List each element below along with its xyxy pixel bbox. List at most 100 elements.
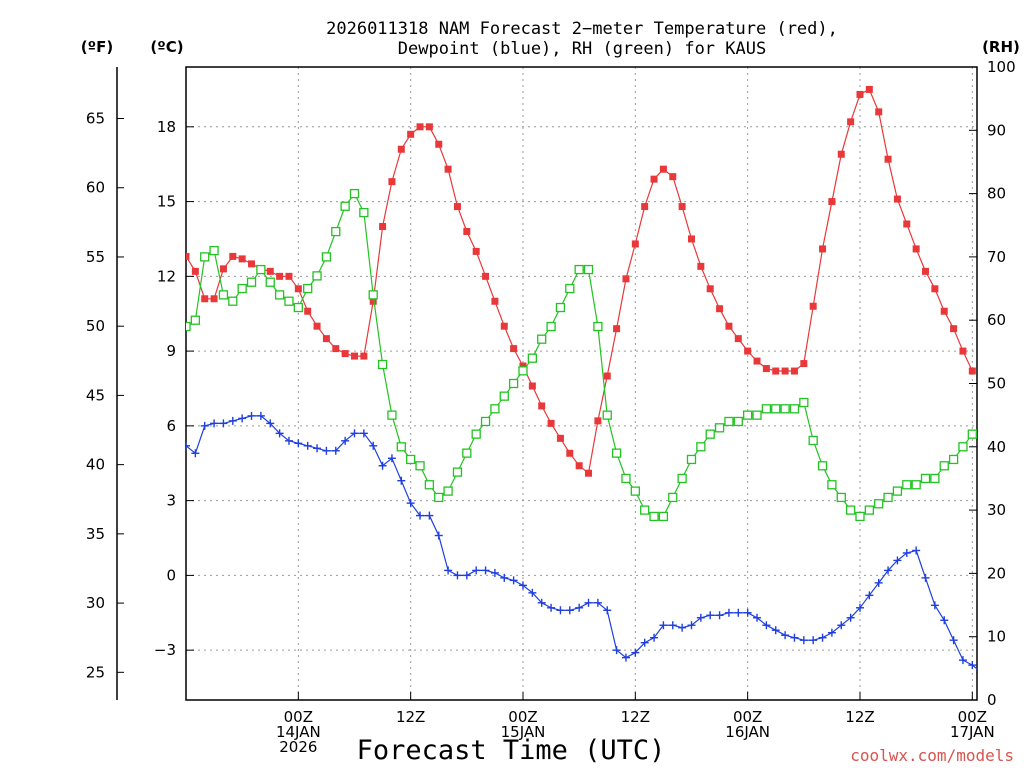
temperature-point — [341, 350, 349, 358]
dewpoint-point — [210, 419, 219, 428]
temperature-point — [444, 165, 452, 173]
x-axis-label: Forecast Time (UTC) — [357, 735, 666, 766]
dewpoint-point — [247, 411, 256, 420]
temperature-point — [472, 247, 480, 255]
rh-point — [499, 391, 509, 401]
rh-point — [537, 334, 547, 344]
rh-point — [424, 480, 435, 490]
rh-point — [331, 226, 341, 237]
rh-tick-label: 50 — [987, 375, 1006, 393]
rh-point — [415, 461, 425, 471]
dewpoint-point — [930, 601, 939, 610]
time-tick-label: 12Z — [621, 708, 650, 726]
fahrenheit-tick-label: 55 — [86, 248, 105, 266]
temperature-point — [425, 123, 433, 131]
dewpoint-point — [921, 573, 930, 582]
dewpoint-point — [537, 598, 546, 607]
dewpoint-point — [678, 623, 687, 632]
rh-point — [340, 201, 350, 211]
celsius-tick-label: 0 — [166, 566, 176, 584]
rh-unit-label: (RH) — [982, 38, 1020, 56]
temperature-point — [950, 325, 958, 333]
dewpoint-point — [837, 621, 846, 630]
temperature-point — [575, 462, 583, 470]
temperature-point — [500, 322, 508, 330]
rh-tick-label: 80 — [987, 185, 1006, 203]
rh-point — [256, 264, 266, 275]
temperature-point — [510, 345, 518, 353]
dewpoint-point — [734, 608, 743, 617]
temperature-point — [566, 449, 574, 457]
rh-point — [406, 454, 416, 465]
rh-point — [265, 277, 275, 287]
dewpoint-point — [743, 608, 752, 617]
temperature-point — [734, 335, 742, 343]
temperature-point — [453, 203, 461, 211]
celsius-tick-label: 18 — [157, 118, 176, 136]
dewpoint-point — [593, 598, 602, 607]
rh-point — [443, 486, 453, 496]
rh-point — [743, 410, 753, 420]
dewpoint-point — [528, 588, 537, 597]
rh-point — [583, 264, 594, 275]
rh-point — [452, 467, 463, 477]
fahrenheit-tick-label: 50 — [86, 317, 105, 335]
dewpoint-point — [781, 631, 790, 640]
rh-point — [621, 473, 631, 484]
dewpoint-point — [659, 621, 668, 630]
celsius-tick-label: 6 — [166, 417, 176, 435]
rh-series — [186, 188, 977, 522]
dewpoint-point — [715, 611, 724, 620]
plot-frame — [185, 66, 978, 701]
dewpoint-point — [884, 566, 893, 575]
temperature-point — [547, 419, 555, 427]
temperature-point — [360, 352, 368, 360]
rh-point — [920, 473, 931, 484]
temperature-point — [790, 367, 798, 375]
temperature-point — [687, 235, 695, 243]
temperature-point — [397, 145, 405, 153]
fahrenheit-unit-label: (ºF) — [81, 38, 113, 56]
grid-lines — [186, 67, 977, 700]
dewpoint-point — [799, 636, 808, 645]
dewpoint-point — [294, 439, 303, 448]
temperature-point — [266, 267, 274, 275]
rh-point — [312, 271, 322, 281]
rh-tick-label: 0 — [987, 691, 997, 709]
temperature-point — [556, 434, 564, 442]
celsius-tick-label: 3 — [166, 492, 176, 510]
dewpoint-point — [865, 591, 874, 600]
rh-point — [902, 480, 912, 490]
rh-point — [967, 429, 977, 439]
dewpoint-point — [696, 613, 705, 622]
temperature-point — [931, 285, 939, 293]
temperature-point — [603, 372, 611, 380]
celsius-tick-label: 12 — [157, 267, 176, 285]
fahrenheit-tick-label: 35 — [86, 525, 105, 543]
dewpoint-point — [603, 606, 612, 615]
dewpoint-point — [387, 454, 396, 463]
temperature-point — [762, 365, 770, 373]
dewpoint-point — [584, 598, 593, 607]
rh-point — [958, 442, 968, 452]
dewpoint-point — [809, 636, 818, 645]
temperature-point — [594, 417, 602, 425]
rh-point — [874, 499, 884, 509]
dewpoint-point — [893, 556, 902, 565]
temperature-point — [706, 285, 714, 293]
dewpoint-point — [284, 436, 293, 445]
temperature-point — [781, 367, 789, 375]
rh-point — [480, 416, 491, 427]
time-tick-label: 2026 — [279, 738, 317, 756]
dewpoint-point — [472, 566, 481, 575]
rh-point — [209, 245, 219, 256]
temperature-point — [294, 285, 302, 293]
temperature-point — [519, 362, 527, 370]
temperature-point — [435, 140, 443, 148]
rh-point — [948, 454, 959, 465]
temperature-line — [186, 88, 973, 475]
dewpoint-point — [481, 566, 490, 575]
title-line-2: Dewpoint (blue), RH (green) for KAUS — [398, 39, 766, 59]
dewpoint-point — [509, 576, 518, 585]
dewpoint-point — [434, 531, 443, 540]
